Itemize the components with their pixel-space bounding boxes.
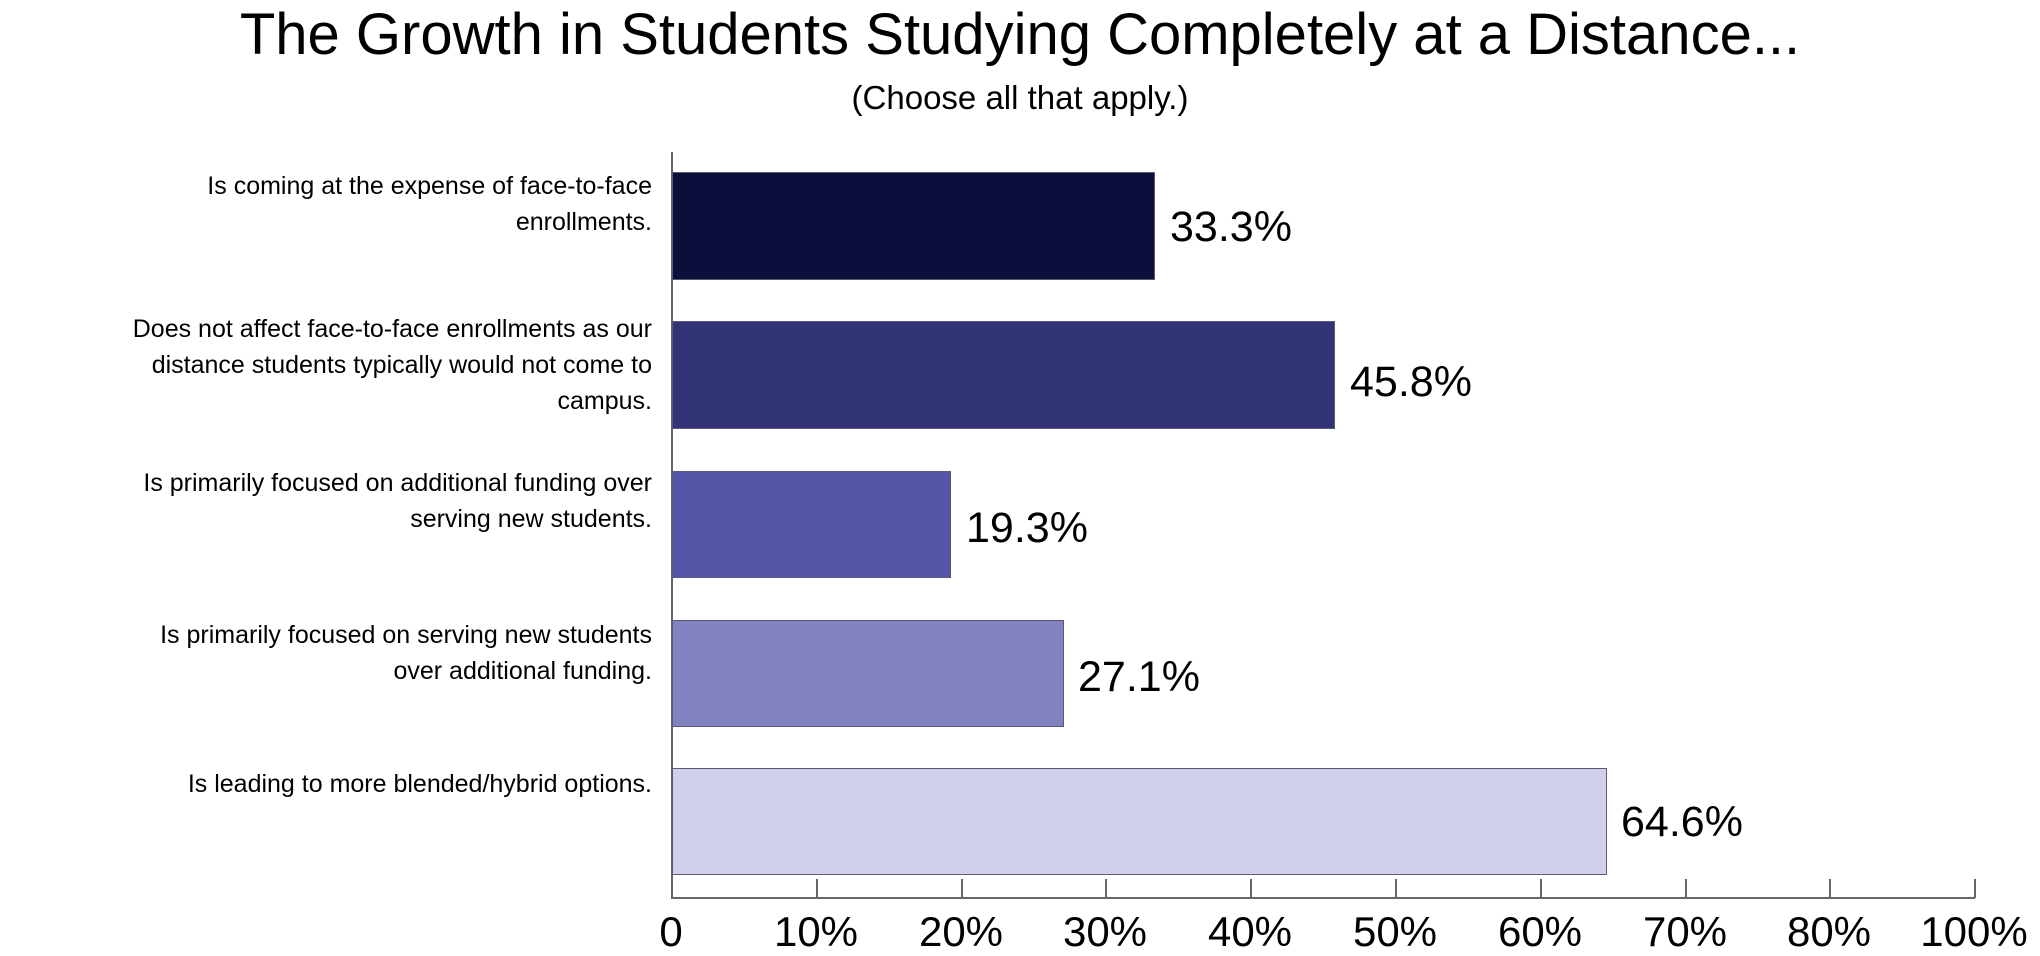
x-tick — [1829, 879, 1831, 898]
category-label-line: Is primarily focused on serving new stud… — [160, 621, 652, 649]
category-label: Is primarily focused on serving new stud… — [0, 617, 652, 689]
category-label-line: Does not affect face-to-face enrollments… — [132, 315, 652, 343]
category-label-line: Is leading to more blended/hybrid option… — [187, 770, 652, 798]
x-axis-line — [671, 897, 1975, 899]
x-tick-label: 10% — [773, 908, 859, 955]
x-tick — [1395, 879, 1397, 898]
category-label-line: distance students typically would not co… — [151, 351, 652, 379]
x-tick-label: 40% — [1207, 908, 1293, 955]
x-tick-label: 20% — [918, 908, 1004, 955]
category-label-line: serving new students. — [410, 505, 652, 533]
chart-title: The Growth in Students Studying Complete… — [239, 2, 1801, 67]
x-tick — [961, 879, 963, 898]
bar-value-label: 27.1% — [1078, 653, 1200, 701]
bar-no-effect-face-to-face — [672, 321, 1335, 429]
x-tick-label: 80% — [1786, 908, 1872, 955]
category-label: Is coming at the expense of face-to-face… — [0, 168, 652, 240]
x-tick-label: 70% — [1642, 908, 1728, 955]
bar-funding-over-students — [672, 471, 951, 578]
chart-subtitle: (Choose all that apply.) — [851, 79, 1189, 116]
bar-value-label: 45.8% — [1350, 358, 1472, 406]
bar-expense-face-to-face — [672, 172, 1155, 280]
category-label-line: over additional funding. — [393, 657, 652, 685]
x-tick-label: 30% — [1062, 908, 1148, 955]
category-label-line: Is primarily focused on additional fundi… — [143, 469, 652, 497]
x-tick — [671, 879, 673, 898]
x-tick — [1540, 879, 1542, 898]
category-label-line: Is coming at the expense of face-to-face — [207, 172, 652, 200]
x-tick — [816, 879, 818, 898]
category-label: Is primarily focused on additional fundi… — [0, 465, 652, 537]
x-tick-label: 0 — [659, 908, 683, 955]
x-tick-label: 100% — [1920, 908, 2028, 955]
bar-value-label: 64.6% — [1621, 798, 1743, 846]
x-tick — [1685, 879, 1687, 898]
bar-value-label: 19.3% — [966, 504, 1088, 552]
bar-blended-hybrid — [672, 768, 1607, 875]
x-tick — [1974, 879, 1976, 898]
bar-value-label: 33.3% — [1170, 203, 1292, 251]
category-label: Is leading to more blended/hybrid option… — [0, 766, 652, 802]
category-label-line: enrollments. — [515, 208, 652, 236]
x-tick — [1105, 879, 1107, 898]
x-tick-label: 60% — [1497, 908, 1583, 955]
bar-students-over-funding — [672, 620, 1064, 727]
x-tick-label: 50% — [1352, 908, 1438, 955]
x-tick — [1250, 879, 1252, 898]
category-label: Does not affect face-to-face enrollments… — [0, 311, 652, 419]
category-label-line: campus. — [557, 387, 652, 415]
y-axis-line — [671, 152, 673, 898]
